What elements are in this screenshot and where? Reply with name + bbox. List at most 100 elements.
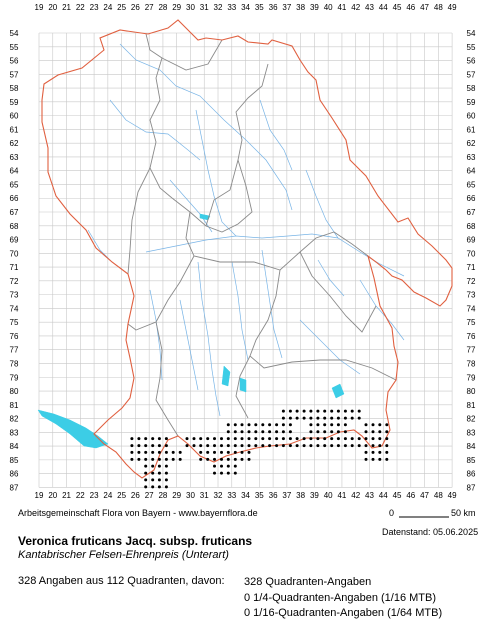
- occurrence-dot: [254, 444, 258, 448]
- occurrence-dot: [199, 444, 203, 448]
- occurrence-dot: [364, 457, 368, 461]
- occurrence-dot: [281, 409, 285, 413]
- occurrence-dot: [281, 444, 285, 448]
- occurrence-dot: [323, 409, 327, 413]
- x-axis-labels-top: 19 20 21 22 23 24 25 26 27 28 29 30 31 32 33 34 35 36 37 38…: [35, 3, 458, 12]
- occurrence-dot: [288, 423, 292, 427]
- occurrence-dot: [364, 444, 368, 448]
- occurrence-dot: [378, 444, 382, 448]
- occurrence-dot: [144, 450, 148, 454]
- occurrence-dot: [330, 409, 334, 413]
- y-axis-label: 56: [467, 57, 476, 66]
- x-axis-label: 35: [255, 3, 264, 12]
- occurrence-dot: [288, 416, 292, 420]
- occurrence-dot: [144, 485, 148, 489]
- x-axis-label: 49: [448, 491, 457, 500]
- x-axis-label: 24: [103, 3, 112, 12]
- occurrence-dot: [151, 464, 155, 468]
- x-axis-label: 48: [434, 491, 443, 500]
- occurrence-dot: [343, 423, 347, 427]
- occurrence-dot: [385, 430, 389, 434]
- y-axis-labels-left: 54 55 56 57 58 59 60 61 62 63 64 65 66 67 68 69 70 71 72 73…: [10, 29, 19, 492]
- x-axis-label: 33: [227, 491, 236, 500]
- occurrence-dot: [164, 478, 168, 482]
- occurrence-dot: [220, 437, 223, 441]
- occurrence-dot: [343, 444, 347, 448]
- x-axis-label: 30: [186, 3, 195, 12]
- occurrence-dot: [144, 478, 148, 482]
- y-axis-label: 56: [10, 57, 19, 66]
- x-axis-label: 41: [337, 491, 346, 500]
- x-axis-label: 31: [200, 491, 209, 500]
- y-axis-label: 74: [10, 304, 19, 313]
- occurrence-dot: [275, 444, 279, 448]
- occurrence-dot: [254, 430, 258, 434]
- y-axis-label: 75: [10, 318, 19, 327]
- occurrence-dot: [144, 444, 148, 448]
- occurrence-dot: [157, 450, 161, 454]
- occurrence-dot: [385, 437, 389, 441]
- x-axis-label: 21: [62, 3, 71, 12]
- occurrence-dot: [247, 450, 251, 454]
- occurrence-dot: [226, 457, 230, 461]
- occurrence-dot: [336, 416, 340, 420]
- y-axis-label: 67: [10, 208, 19, 217]
- occurrence-dot: [157, 457, 161, 461]
- occurrence-dot: [343, 430, 347, 434]
- y-axis-label: 57: [10, 70, 19, 79]
- y-axis-label: 81: [467, 401, 476, 410]
- x-axis-label: 22: [76, 3, 85, 12]
- occurrence-dot: [268, 444, 272, 448]
- y-axis-label: 82: [10, 415, 19, 424]
- x-axis-label: 26: [131, 491, 140, 500]
- occurrence-dot: [164, 464, 168, 468]
- x-axis-label: 43: [365, 491, 374, 500]
- occurrence-dot: [226, 450, 230, 454]
- occurrence-dot: [199, 457, 203, 461]
- occurrence-dot: [288, 409, 292, 413]
- occurrence-dot: [233, 430, 237, 434]
- y-axis-label: 60: [10, 112, 19, 121]
- y-axis-label: 60: [467, 112, 476, 121]
- occurrence-dot: [185, 444, 189, 448]
- occurrence-dot: [178, 457, 182, 461]
- y-axis-label: 55: [10, 43, 19, 52]
- y-axis-label: 59: [10, 98, 19, 107]
- x-axis-label: 41: [337, 3, 346, 12]
- occurrence-dot: [371, 444, 375, 448]
- occurrence-dot: [240, 423, 244, 427]
- occurrence-dot: [137, 457, 141, 461]
- y-axis-label: 63: [467, 153, 476, 162]
- y-axis-label: 61: [10, 125, 19, 134]
- y-axis-label: 63: [10, 153, 19, 162]
- occurrence-dot: [316, 416, 320, 420]
- x-axis-label: 42: [351, 491, 360, 500]
- occurrence-dot: [240, 450, 244, 454]
- y-axis-label: 85: [10, 456, 19, 465]
- scale-start-label: 0: [389, 508, 395, 518]
- occurrence-dot: [350, 409, 354, 413]
- occurrence-dot: [233, 444, 237, 448]
- occurrence-dot: [220, 444, 223, 448]
- occurrence-dot: [323, 416, 327, 420]
- y-axis-label: 79: [467, 373, 476, 382]
- y-axis-label: 67: [467, 208, 476, 217]
- occurrence-dot: [309, 444, 313, 448]
- x-axis-label: 30: [186, 491, 195, 500]
- y-axis-label: 73: [467, 291, 476, 300]
- occurrence-dot: [281, 437, 285, 441]
- occurrence-dot: [295, 444, 299, 448]
- occurrence-dot: [309, 437, 313, 441]
- occurrence-dot: [151, 478, 155, 482]
- occurrence-dot: [233, 471, 237, 475]
- y-axis-label: 72: [467, 277, 476, 286]
- occurrence-dot: [288, 430, 292, 434]
- x-axis-labels-bottom: 19 20 21 22 23 24 25 26 27 28 29 30 31 32 33 34 35 36 37 38…: [35, 491, 458, 500]
- x-axis-label: 29: [172, 491, 181, 500]
- occurrence-dot: [357, 409, 361, 413]
- occurrence-dot: [309, 416, 313, 420]
- occurrence-dot: [330, 416, 334, 420]
- occurrence-dot: [192, 437, 196, 441]
- y-axis-label: 83: [10, 428, 19, 437]
- occurrence-dot: [247, 430, 251, 434]
